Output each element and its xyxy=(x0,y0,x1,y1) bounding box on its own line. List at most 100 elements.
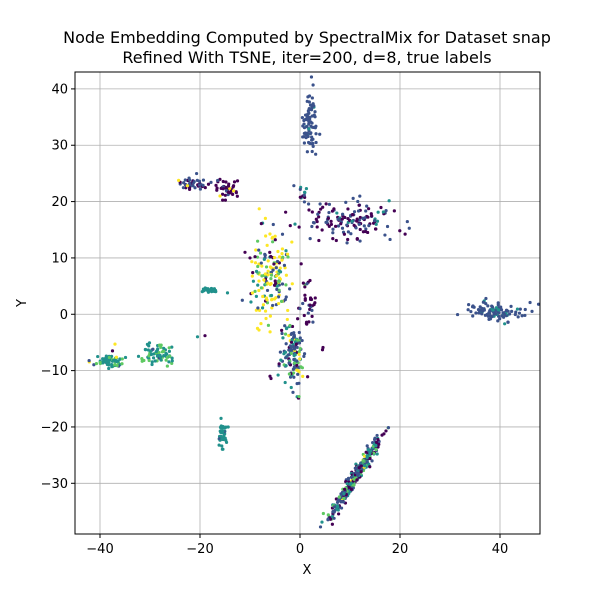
data-point xyxy=(263,216,268,220)
data-point xyxy=(201,183,205,187)
data-point xyxy=(516,315,520,319)
y-tick-label: 10 xyxy=(51,251,68,266)
data-point xyxy=(335,507,339,511)
data-point xyxy=(216,178,220,183)
data-point xyxy=(518,307,522,311)
data-point xyxy=(352,483,356,487)
data-point xyxy=(306,134,310,139)
data-point xyxy=(357,466,361,470)
data-point xyxy=(187,186,192,190)
data-point xyxy=(284,210,288,214)
data-point xyxy=(367,207,371,211)
data-point xyxy=(403,232,407,236)
data-point xyxy=(283,324,287,328)
data-point xyxy=(225,291,230,295)
data-point xyxy=(222,426,226,430)
data-point xyxy=(311,144,315,148)
data-point xyxy=(164,358,168,362)
data-point xyxy=(259,222,263,226)
data-point xyxy=(248,256,252,260)
data-point xyxy=(269,376,273,381)
data-point xyxy=(367,462,371,466)
data-point xyxy=(113,342,117,346)
data-point xyxy=(354,471,359,475)
data-point xyxy=(372,437,377,442)
data-point xyxy=(162,346,166,350)
data-point xyxy=(352,210,357,214)
data-point xyxy=(286,308,290,313)
data-point xyxy=(157,353,161,358)
data-point xyxy=(165,364,169,368)
data-point xyxy=(326,518,330,522)
data-point xyxy=(136,354,141,358)
data-point xyxy=(302,200,307,204)
data-point xyxy=(344,200,348,205)
data-point xyxy=(147,354,151,358)
data-point xyxy=(120,362,124,366)
data-point xyxy=(162,353,166,358)
data-point xyxy=(314,152,318,156)
data-point xyxy=(326,513,330,517)
data-point xyxy=(149,352,153,357)
data-point xyxy=(405,219,409,224)
y-axis-label: Y xyxy=(15,299,30,308)
data-point xyxy=(256,306,260,310)
data-point xyxy=(140,359,144,363)
data-point xyxy=(210,287,214,291)
data-point xyxy=(298,195,302,199)
data-point xyxy=(284,364,288,368)
y-tick-label: −10 xyxy=(41,364,68,379)
data-point xyxy=(342,491,346,496)
data-point xyxy=(509,304,513,309)
data-point xyxy=(268,314,273,318)
data-point xyxy=(206,182,211,186)
data-point xyxy=(301,374,305,378)
x-tick-label: −20 xyxy=(186,542,213,557)
data-point xyxy=(327,224,331,229)
data-point xyxy=(223,198,228,202)
data-point xyxy=(257,288,261,293)
data-point xyxy=(307,122,311,126)
data-point xyxy=(467,303,471,307)
data-point xyxy=(372,221,376,225)
data-point xyxy=(194,171,199,176)
data-point xyxy=(469,309,473,314)
data-point xyxy=(331,227,335,231)
plot-area-frame xyxy=(74,71,541,535)
data-point xyxy=(364,450,368,454)
data-point xyxy=(500,314,504,318)
data-point xyxy=(313,296,317,300)
data-point xyxy=(280,232,285,236)
data-point xyxy=(281,336,285,340)
data-point xyxy=(466,308,470,312)
data-point xyxy=(374,447,378,452)
data-point xyxy=(362,464,367,468)
data-point xyxy=(306,375,310,379)
data-point xyxy=(272,262,276,266)
data-point xyxy=(501,311,505,315)
data-point xyxy=(307,94,312,98)
data-point xyxy=(307,208,311,212)
data-point xyxy=(284,283,288,287)
data-point xyxy=(310,314,314,318)
data-point xyxy=(147,341,152,345)
data-point xyxy=(297,341,302,345)
data-point xyxy=(308,303,312,307)
data-point xyxy=(337,512,341,516)
data-point xyxy=(316,212,320,216)
data-point xyxy=(366,215,370,219)
data-point xyxy=(335,211,339,215)
data-point xyxy=(471,314,475,318)
data-point xyxy=(326,216,331,220)
data-point xyxy=(224,189,229,193)
data-point xyxy=(292,331,296,335)
data-point xyxy=(253,255,257,259)
data-point xyxy=(287,334,291,338)
data-point xyxy=(374,440,379,444)
data-point xyxy=(488,311,492,315)
data-point xyxy=(382,432,386,436)
data-point xyxy=(250,260,254,264)
data-point xyxy=(281,255,285,259)
data-point xyxy=(269,293,274,298)
data-point xyxy=(490,304,494,308)
